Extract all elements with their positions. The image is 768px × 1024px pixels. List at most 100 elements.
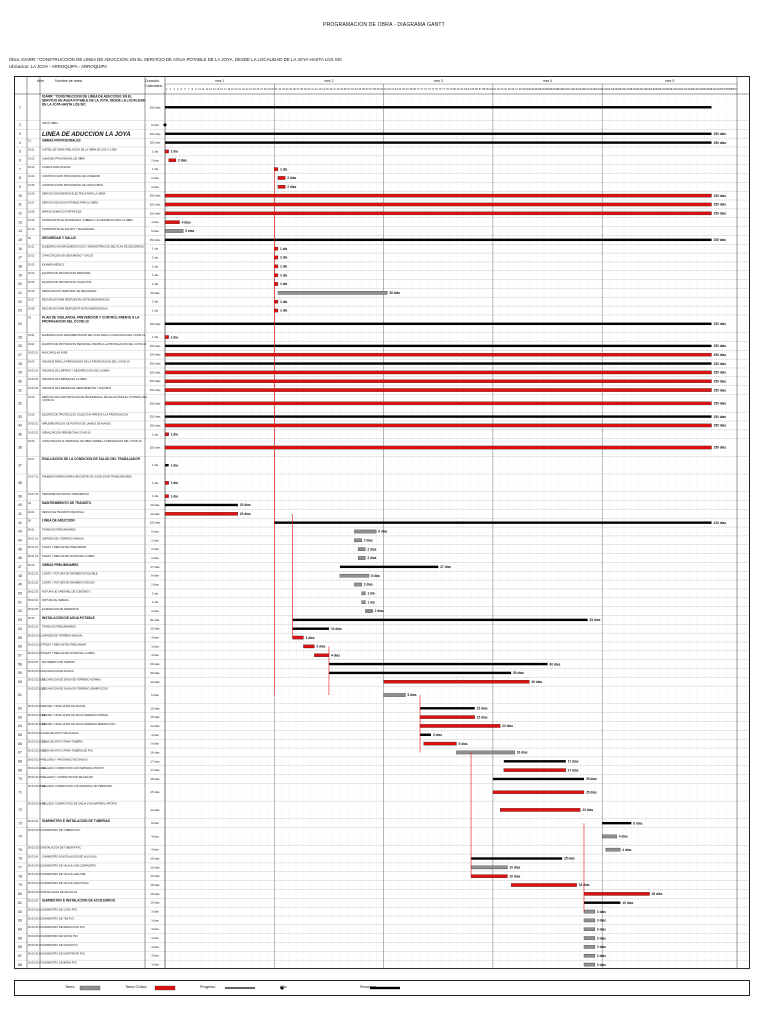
task-bar xyxy=(354,582,362,587)
day-tick: 22 xyxy=(242,87,245,91)
row-code: 05.02.01 xyxy=(28,572,39,576)
task-name: CAMA DE APOYO PARA TUBERIA DE PVC xyxy=(42,748,93,752)
day-tick: 45 xyxy=(326,87,329,91)
critical-bar xyxy=(164,432,169,437)
row-code: 01.05 xyxy=(28,183,35,187)
day-tick: 155 xyxy=(726,87,731,91)
day-tick: 51 xyxy=(348,87,351,91)
bar-label: 1 día xyxy=(280,167,287,171)
task-name: EQUIPOS DE PROTECCION COLECTIVA FRENTE A… xyxy=(42,413,128,417)
day-tick: 135 xyxy=(653,87,658,91)
day-tick: 121 xyxy=(602,87,607,91)
row-number: 65 xyxy=(18,733,22,737)
summary-bar xyxy=(165,464,169,467)
row-code: 05.03.03 xyxy=(28,819,39,823)
row-code: 02.07 xyxy=(28,298,35,302)
bar-label: 5 días xyxy=(185,229,194,233)
day-tick: 65 xyxy=(399,87,402,91)
day-tick: 59 xyxy=(377,87,380,91)
day-tick: 95 xyxy=(508,87,511,91)
critical-bar xyxy=(168,158,177,163)
bar-label: 150 días xyxy=(713,388,726,392)
task-name: SUMINISTRO DE TEE PVC xyxy=(42,916,75,920)
task-duration: 8 días xyxy=(151,574,159,578)
bar-label: 3 días xyxy=(597,954,606,958)
row-number: 20 xyxy=(18,282,22,286)
row-code: 05.02.05 xyxy=(28,607,39,611)
bar-label: 18 días xyxy=(652,892,663,896)
row-code: 05.03.04 xyxy=(28,855,39,859)
day-tick: 72 xyxy=(424,87,427,91)
task-name: SUMINISTRO DE VALVULA DE PURGA xyxy=(42,881,89,885)
summary-bar xyxy=(165,238,712,242)
row-code: 05.03.05.04 xyxy=(28,934,42,938)
legend-resumen: Resumen xyxy=(360,985,377,989)
row-number: 7 xyxy=(19,167,21,171)
day-tick: 28 xyxy=(264,87,267,91)
critical-bar xyxy=(583,892,650,896)
day-tick: 89 xyxy=(486,87,489,91)
critical-bar xyxy=(164,202,712,207)
task-duration: 30 días xyxy=(150,291,160,295)
day-tick: 132 xyxy=(642,87,647,91)
day-tick: 101 xyxy=(529,87,534,91)
day-tick: 13 xyxy=(209,87,212,91)
bar-label: 1 día xyxy=(171,150,178,154)
day-tick: 26 xyxy=(256,87,259,91)
day-tick: 39 xyxy=(304,87,307,91)
day-tick: 8 xyxy=(192,87,194,91)
bar-label: 3 días xyxy=(597,910,606,914)
day-tick: 117 xyxy=(587,87,592,91)
row-code: 05.03.02.01.02 xyxy=(28,687,46,691)
task-duration: 150 días xyxy=(150,141,161,145)
row-code: 01.08 xyxy=(28,209,35,213)
row-code: 05.03.05 xyxy=(28,899,39,903)
bar-label: 4 días xyxy=(622,848,631,852)
day-tick: 97 xyxy=(515,87,518,91)
task-name: RELLENO COMPACTADO DE ZANJA CON MATERIAL… xyxy=(42,801,117,805)
task-duration: 3 días xyxy=(151,733,159,737)
day-tick: 93 xyxy=(501,87,504,91)
critical-bar xyxy=(274,264,279,269)
task-duration: 10 días xyxy=(150,901,160,905)
task-duration: 2 días xyxy=(151,158,159,162)
day-tick: 52 xyxy=(351,87,354,91)
day-tick: 140 xyxy=(671,87,676,91)
bar-label: 150 días xyxy=(713,238,726,242)
day-tick: 138 xyxy=(664,87,669,91)
task-name: TRAZO Y REPLANTEO PRELIMINAR xyxy=(42,545,86,549)
day-tick: 31 xyxy=(275,87,278,91)
row-code: 05.03.05.02 xyxy=(28,916,42,920)
task-name: RECURSOS PARA RESPUESTAS ANTE EMERGENCIA… xyxy=(42,298,110,302)
critical-bar xyxy=(164,423,712,428)
row-code: 03.05.02 xyxy=(28,430,39,434)
bar-label: 150 días xyxy=(713,446,726,450)
day-tick: 144 xyxy=(686,87,691,91)
day-tick: 25 xyxy=(253,87,256,91)
row-number: 43 xyxy=(18,530,22,534)
day-tick: 84 xyxy=(468,87,471,91)
day-tick: 104 xyxy=(540,87,545,91)
day-tick: 116 xyxy=(584,87,589,91)
task-duration: 1 día xyxy=(152,247,159,251)
day-tick: 99 xyxy=(522,87,525,91)
row-number: 27 xyxy=(18,353,22,357)
task-duration: 1 día xyxy=(152,591,159,595)
row-number: 74 xyxy=(18,835,22,839)
task-name: TRABAJOS PRELIMINARES xyxy=(42,527,76,531)
day-tick: 61 xyxy=(384,87,387,91)
row-code: 05.01 xyxy=(28,527,35,531)
row-code: 05.03.02.02 xyxy=(28,704,42,708)
day-tick: 10 xyxy=(198,87,201,91)
row-code: 01.06 xyxy=(28,192,35,196)
task-name: ELABORACION IMPLEMENTACION Y ADMINISTRAC… xyxy=(42,245,144,249)
task-name: OBRAS PRELIMINARES xyxy=(42,563,78,567)
row-code: 05.02 xyxy=(28,563,35,567)
task-duration: 25 días xyxy=(150,790,160,794)
task-name: SEGURIDAD Y SALUD xyxy=(42,236,77,240)
task-name: CARTEL DE OBRA PRELACION DE LA OBRA DE 3… xyxy=(42,147,117,151)
bar-label: 22 días xyxy=(582,808,593,812)
day-tick: 86 xyxy=(475,87,478,91)
bar-label: 1 día xyxy=(280,300,287,304)
task-bar xyxy=(357,547,366,551)
